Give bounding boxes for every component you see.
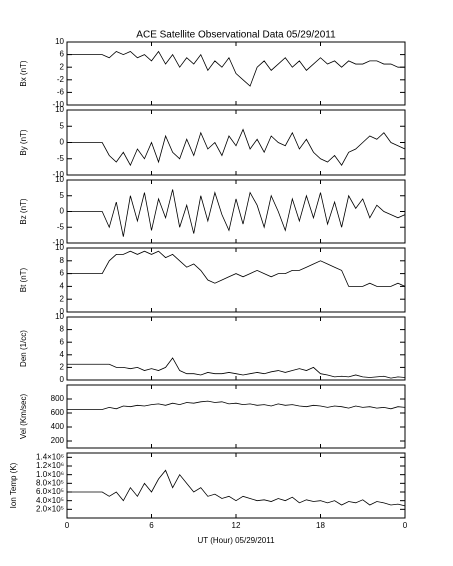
y-tick-label: 1.0×10⁶	[36, 470, 64, 479]
y-tick-label: 5	[60, 191, 65, 200]
y-tick-label: 2	[60, 363, 65, 372]
y-tick-label: 400	[51, 422, 65, 431]
y-tick-label: 0	[60, 138, 65, 147]
y-tick-label: 10	[55, 312, 64, 321]
y-axis-title: Den (1/cc)	[19, 330, 28, 367]
y-tick-label: 6	[60, 269, 65, 278]
y-tick-label: 10	[55, 105, 64, 114]
x-tick-label: 6	[149, 521, 154, 530]
x-tick-label: 18	[316, 521, 325, 530]
y-tick-label: -6	[57, 88, 65, 97]
y-tick-label: -5	[57, 222, 65, 231]
data-line	[67, 250, 406, 287]
y-axis-title: Ion Temp (K)	[9, 462, 18, 508]
y-tick-label: -5	[57, 154, 65, 163]
y-tick-label: 5	[60, 121, 65, 130]
data-line	[67, 189, 406, 237]
y-tick-label: 2	[60, 294, 65, 303]
data-line	[67, 357, 406, 379]
y-tick-label: -2	[57, 75, 65, 84]
y-tick-label: 4	[60, 282, 65, 291]
data-line	[67, 50, 405, 87]
y-tick-label: 800	[51, 394, 65, 403]
y-tick-label: 6.0×10⁵	[36, 487, 64, 496]
x-axis-title: UT (Hour) 05/29/2011	[197, 536, 275, 545]
y-tick-label: 200	[51, 436, 65, 445]
y-tick-label: 2	[60, 62, 65, 71]
y-tick-label: 1.2×10⁶	[36, 461, 64, 470]
x-tick-label: 0	[65, 521, 70, 530]
x-tick-label: 0	[403, 521, 408, 530]
y-axis-title: Bz (nT)	[19, 198, 28, 225]
y-tick-label: 8	[60, 325, 65, 334]
y-tick-label: 10	[55, 175, 64, 184]
x-tick-label: 12	[232, 521, 241, 530]
y-tick-label: 4.0×10⁵	[36, 496, 64, 505]
y-axis-title: By (nT)	[19, 129, 28, 156]
y-tick-label: 8	[60, 256, 65, 265]
y-axis-title: Bx (nT)	[19, 60, 28, 87]
y-tick-label: -10	[52, 170, 64, 179]
y-tick-label: 10	[55, 37, 64, 46]
y-tick-label: 0	[60, 375, 65, 384]
y-tick-label: 8.0×10⁵	[36, 478, 64, 487]
y-tick-label: 4	[60, 350, 65, 359]
y-axis-title: Vel (Km/sec)	[19, 393, 28, 439]
y-tick-label: 2.0×10⁵	[36, 504, 64, 513]
y-tick-label: 6	[60, 50, 65, 59]
data-line	[67, 128, 406, 167]
y-tick-label: 6	[60, 337, 65, 346]
y-tick-label: 1.4×10⁶	[36, 452, 64, 461]
y-axis-title: Bt (nT)	[19, 267, 28, 292]
y-tick-label: 600	[51, 408, 65, 417]
data-line	[67, 400, 406, 410]
y-tick-label: -10	[52, 238, 64, 247]
chart-title: ACE Satellite Observational Data 05/29/2…	[136, 30, 336, 41]
y-tick-label: 10	[55, 243, 64, 252]
data-line	[67, 469, 406, 507]
y-tick-label: 0	[60, 307, 65, 316]
y-tick-label: -10	[52, 100, 64, 109]
y-tick-label: 0	[60, 207, 65, 216]
